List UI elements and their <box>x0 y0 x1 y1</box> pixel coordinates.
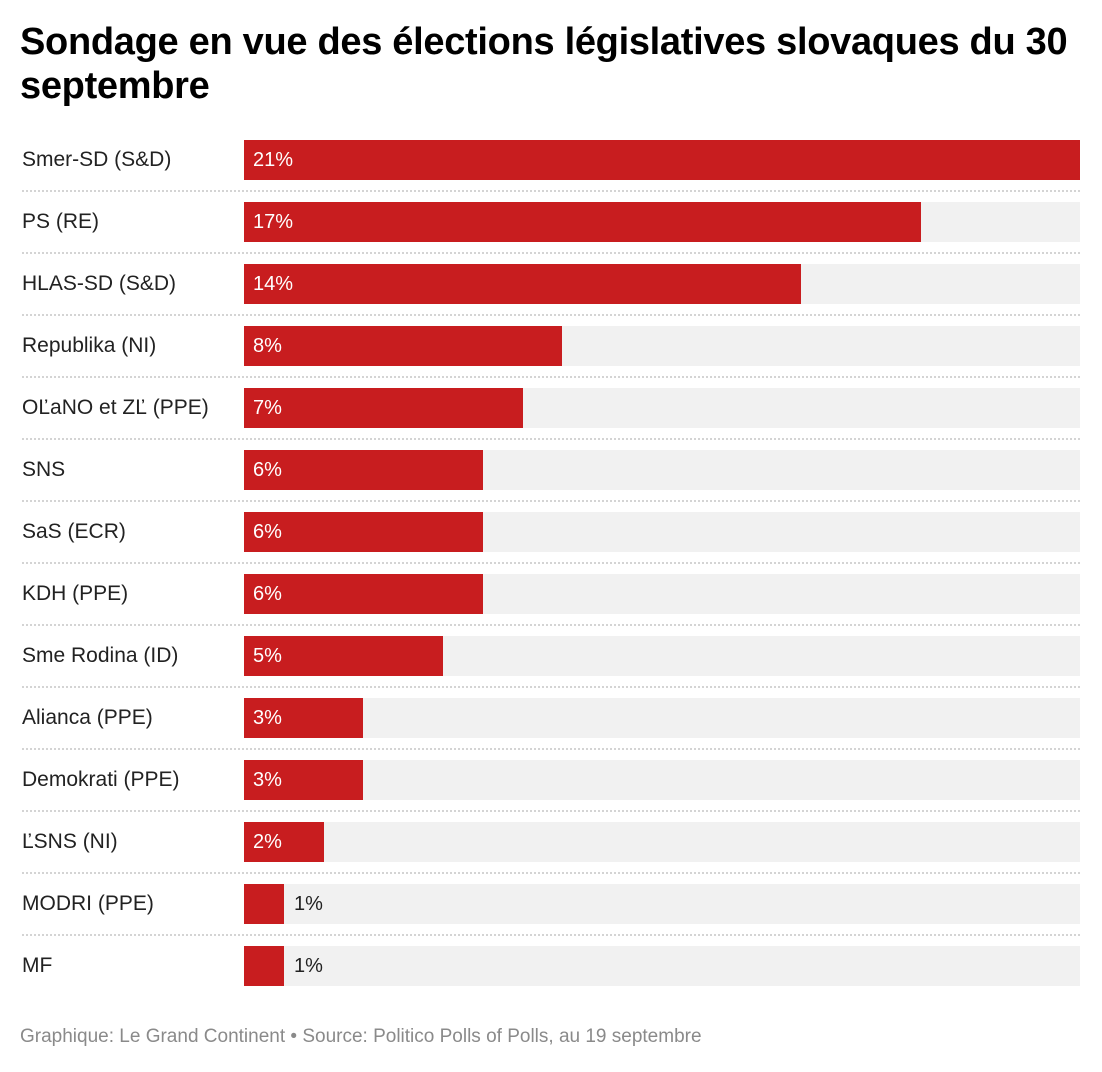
value-label: 6% <box>253 583 282 605</box>
bar <box>244 822 324 862</box>
category-label: KDH (PPE) <box>22 582 129 605</box>
value-label: 3% <box>253 707 282 729</box>
category-label: Demokrati (PPE) <box>22 768 180 791</box>
bar <box>244 140 1080 180</box>
bar-row: KDH (PPE) 6% <box>20 574 1080 614</box>
category-label: PS (RE) <box>22 210 100 233</box>
bar <box>244 574 483 614</box>
row-separator <box>22 562 1080 564</box>
bar-track: 7% <box>244 388 1080 428</box>
bar-row: OĽaNO et ZĽ (PPE) 7% <box>20 388 1080 428</box>
bar-row: Republika (NI) 8% <box>20 326 1080 366</box>
row-separator <box>22 872 1080 874</box>
value-label: 8% <box>253 335 282 357</box>
row-separator <box>22 190 1080 192</box>
value-label: 6% <box>253 521 282 543</box>
bar-track: 1% <box>244 884 1080 924</box>
bar-track: 5% <box>244 636 1080 676</box>
chart-title: Sondage en vue des élections législative… <box>20 21 1068 107</box>
value-label: 21% <box>253 149 294 171</box>
bar-row: Smer-SD (S&D) 21% <box>20 140 1080 180</box>
row-separator <box>22 376 1080 378</box>
bar-track: 6% <box>244 574 1080 614</box>
category-label: OĽaNO et ZĽ (PPE) <box>22 396 209 419</box>
value-label: 6% <box>253 459 282 481</box>
bar-row: Demokrati (PPE) 3% <box>20 760 1080 800</box>
bar-chart: Smer-SD (S&D) 21% PS (RE) 17% HLAS-SD (S&D) 1… <box>0 138 1102 998</box>
value-label: 3% <box>253 769 282 791</box>
bar-track: 3% <box>244 760 1080 800</box>
bar-track: 6% <box>244 450 1080 490</box>
value-label: 1% <box>294 893 323 915</box>
bar <box>244 264 801 304</box>
row-separator <box>22 252 1080 254</box>
value-label: 7% <box>253 397 282 419</box>
bar-row: SaS (ECR) 6% <box>20 512 1080 552</box>
row-separator <box>22 748 1080 750</box>
bar-row: MODRI (PPE) 1% <box>20 884 1080 924</box>
category-label: HLAS-SD (S&D) <box>22 272 177 295</box>
category-label: Sme Rodina (ID) <box>22 644 179 667</box>
bar-track: 17% <box>244 202 1080 242</box>
bar-track: 21% <box>244 140 1080 180</box>
row-separator <box>22 934 1080 936</box>
category-label: Smer-SD (S&D) <box>22 148 172 171</box>
bar-row: Alianca (PPE) 3% <box>20 698 1080 738</box>
category-label: SaS (ECR) <box>22 520 126 543</box>
bar-track: 2% <box>244 822 1080 862</box>
bar <box>244 698 363 738</box>
bar-row: HLAS-SD (S&D) 14% <box>20 264 1080 304</box>
bar <box>244 760 363 800</box>
category-label: Republika (NI) <box>22 334 157 357</box>
bar <box>244 946 284 986</box>
bar <box>244 450 483 490</box>
bar-row: Sme Rodina (ID) 5% <box>20 636 1080 676</box>
row-separator <box>22 624 1080 626</box>
value-label: 14% <box>253 273 294 295</box>
row-separator <box>22 314 1080 316</box>
bar <box>244 636 443 676</box>
bar-track: 6% <box>244 512 1080 552</box>
bar-row: ĽSNS (NI) 2% <box>20 822 1080 862</box>
category-label: ĽSNS (NI) <box>22 830 118 853</box>
bar-row: SNS 6% <box>20 450 1080 490</box>
bar-track: 8% <box>244 326 1080 366</box>
category-label: MODRI (PPE) <box>22 892 154 915</box>
bar-track: 3% <box>244 698 1080 738</box>
row-separator <box>22 810 1080 812</box>
category-label: MF <box>22 954 53 977</box>
bar <box>244 884 284 924</box>
row-separator <box>22 686 1080 688</box>
category-label: Alianca (PPE) <box>22 706 153 729</box>
row-separator <box>22 438 1080 440</box>
bar-track: 14% <box>244 264 1080 304</box>
bar-track: 1% <box>244 946 1080 986</box>
value-label: 2% <box>253 831 282 853</box>
bar <box>244 326 562 366</box>
row-separator <box>22 500 1080 502</box>
source-credit: Graphique: Le Grand Continent • Source: … <box>20 1026 702 1047</box>
bar <box>244 388 523 428</box>
bar <box>244 202 921 242</box>
bar-row: PS (RE) 17% <box>20 202 1080 242</box>
value-label: 5% <box>253 645 282 667</box>
category-label: SNS <box>22 458 66 481</box>
value-label: 17% <box>253 211 294 233</box>
value-label: 1% <box>294 955 323 977</box>
bar-row: MF 1% <box>20 946 1080 986</box>
bar <box>244 512 483 552</box>
